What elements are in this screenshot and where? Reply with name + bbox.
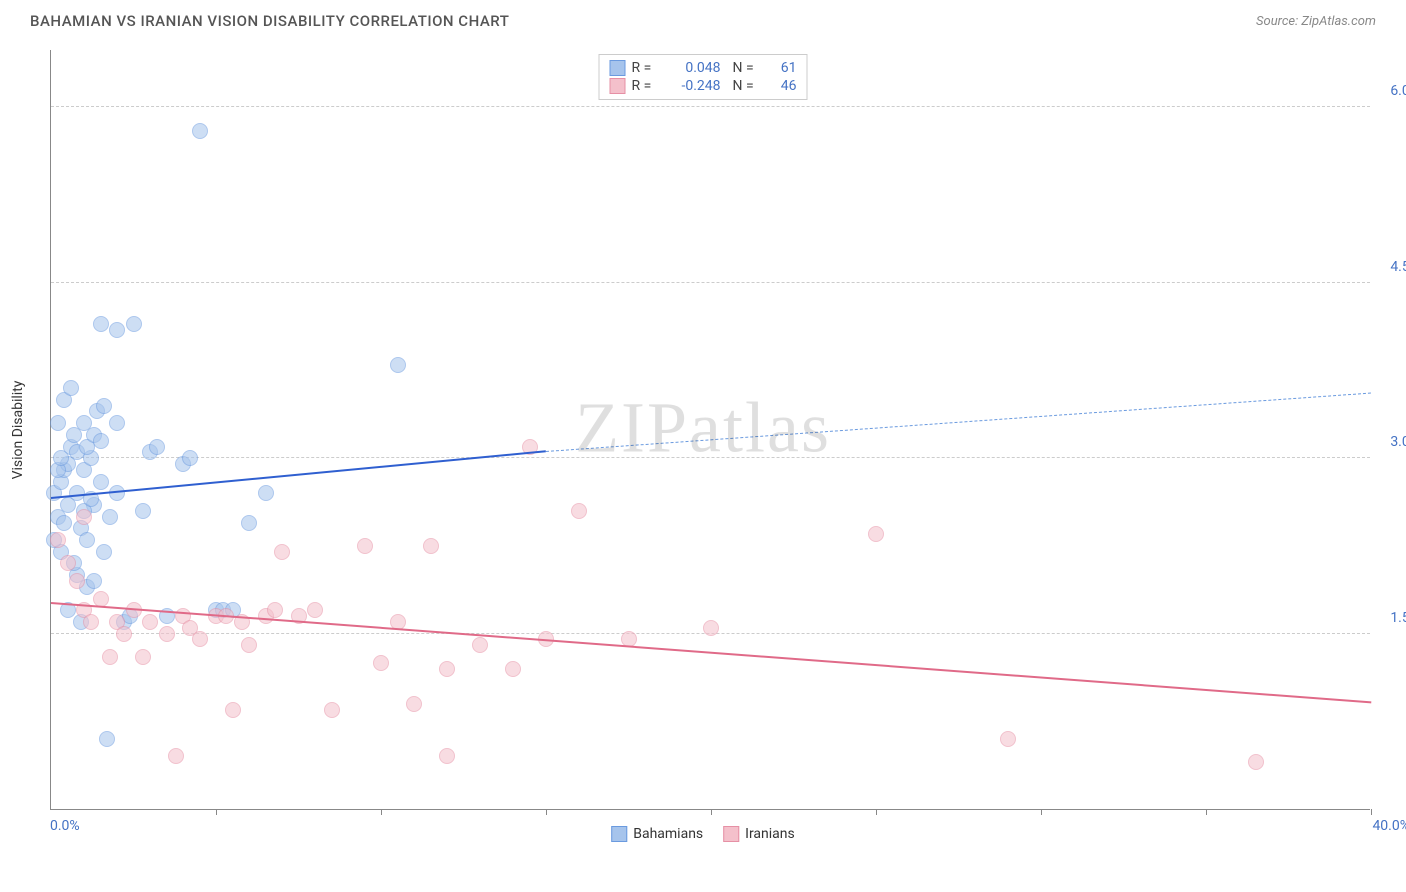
legend-swatch [723,826,739,842]
data-point [472,637,488,653]
chart-title: BAHAMIAN VS IRANIAN VISION DISABILITY CO… [30,12,509,30]
n-label: N = [733,60,761,76]
x-tick [546,809,547,815]
data-point [267,602,283,618]
series-legend: Bahamians Iranians [611,826,795,842]
data-point [86,573,102,589]
legend-row: R = -0.248 N = 46 [610,77,797,95]
n-value: 46 [767,78,797,94]
data-point [373,655,389,671]
legend-label: Bahamians [633,826,703,842]
legend-row: R = 0.048 N = 61 [610,59,797,77]
data-point [109,485,125,501]
data-point [390,357,406,373]
data-point [96,544,112,560]
x-tick [1206,809,1207,815]
legend-swatch [610,78,626,94]
data-point [142,614,158,630]
grid-line [51,282,1370,283]
legend-swatch [610,60,626,76]
y-tick-label: 1.5% [1375,610,1406,626]
data-point [439,748,455,764]
data-point [241,637,257,653]
data-point [1000,731,1016,747]
x-tick [876,809,877,815]
r-value: 0.048 [666,60,721,76]
source-credit: Source: ZipAtlas.com [1256,14,1376,29]
data-point [571,503,587,519]
data-point [93,474,109,490]
data-point [406,696,422,712]
legend-item: Bahamians [611,826,703,842]
x-tick [1041,809,1042,815]
data-point [439,661,455,677]
data-point [241,515,257,531]
y-tick-label: 6.0% [1375,83,1406,99]
grid-line [51,106,1370,107]
data-point [135,503,151,519]
data-point [109,415,125,431]
data-point [1248,754,1264,770]
x-tick [711,809,712,815]
data-point [307,602,323,618]
data-point [83,614,99,630]
data-point [159,626,175,642]
data-point [274,544,290,560]
data-point [168,748,184,764]
x-tick [1371,809,1372,815]
legend-label: Iranians [745,826,795,842]
data-point [96,398,112,414]
y-tick-label: 3.0% [1375,434,1406,450]
x-tick [381,809,382,815]
data-point [109,322,125,338]
n-value: 61 [767,60,797,76]
data-point [50,415,66,431]
data-point [93,591,109,607]
legend-swatch [611,826,627,842]
data-point [126,316,142,332]
data-point [135,649,151,665]
data-point [357,538,373,554]
data-point [258,485,274,501]
r-label: R = [632,60,660,76]
x-min-label: 0.0% [50,818,80,834]
data-point [102,649,118,665]
data-point [79,532,95,548]
data-point [324,702,340,718]
data-point [76,509,92,525]
data-point [225,702,241,718]
data-point [60,555,76,571]
data-point [182,450,198,466]
r-value: -0.248 [666,78,721,94]
x-tick [216,809,217,815]
grid-line [51,457,1370,458]
data-point [50,532,66,548]
data-point [192,631,208,647]
scatter-chart: 1.5%3.0%4.5%6.0% [50,50,1370,810]
y-tick-label: 4.5% [1375,259,1406,275]
data-point [116,626,132,642]
data-point [69,573,85,589]
legend-item: Iranians [723,826,795,842]
correlation-legend: R = 0.048 N = 61 R = -0.248 N = 46 [599,54,808,100]
data-point [93,316,109,332]
data-point [53,450,69,466]
data-point [56,515,72,531]
trend-line [546,393,1371,452]
data-point [868,526,884,542]
data-point [102,509,118,525]
x-max-label: 40.0% [1372,818,1406,834]
data-point [192,123,208,139]
r-label: R = [632,78,660,94]
n-label: N = [733,78,761,94]
data-point [63,380,79,396]
data-point [505,661,521,677]
data-point [93,433,109,449]
data-point [423,538,439,554]
y-axis-label: Vision Disability [10,381,26,480]
data-point [149,439,165,455]
data-point [703,620,719,636]
data-point [99,731,115,747]
